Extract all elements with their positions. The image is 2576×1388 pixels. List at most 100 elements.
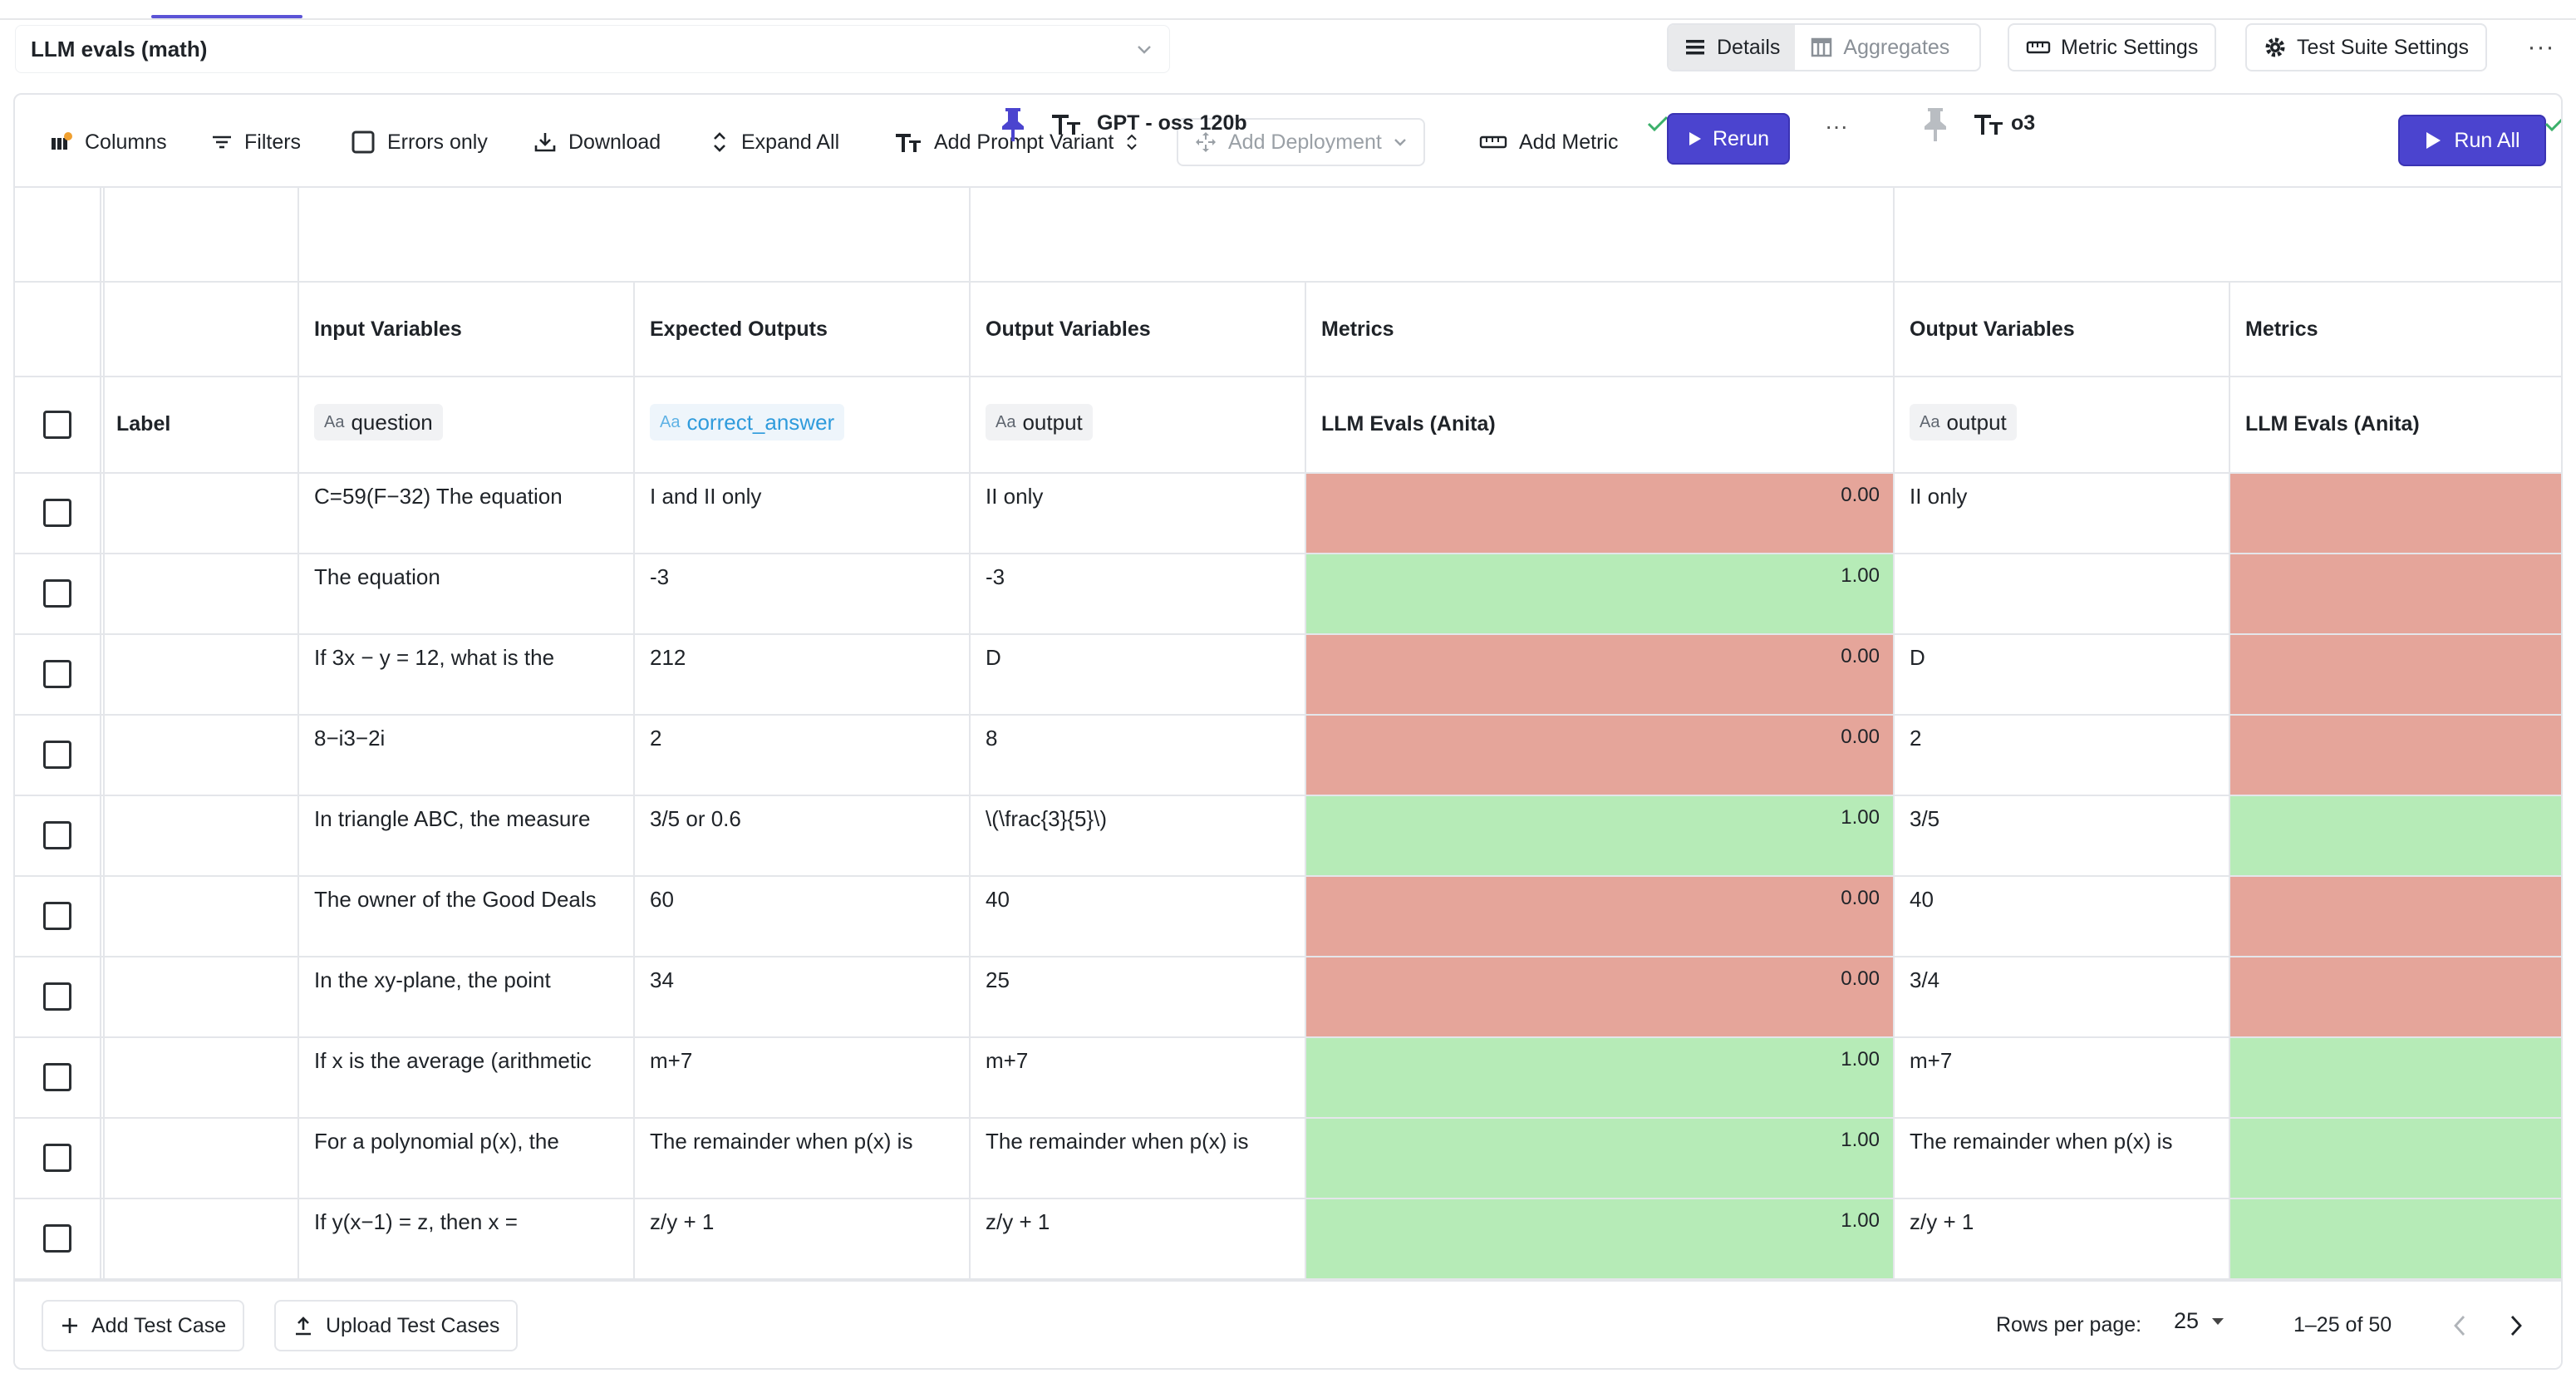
next-page-icon[interactable]	[2505, 1313, 2526, 1338]
metric-cell[interactable]: 1.00	[1306, 554, 1893, 633]
metric-score: 1.00	[1841, 806, 1880, 829]
prev-page-icon[interactable]	[2450, 1313, 2471, 1338]
errors-only-toggle[interactable]: Errors only	[351, 118, 488, 166]
metric-cell[interactable]: 1.00	[1306, 1119, 1893, 1198]
expected-cell[interactable]: I and II only	[650, 484, 762, 509]
expected-cell[interactable]: 34	[650, 967, 674, 992]
output-cell[interactable]: 3/5	[1910, 806, 1940, 831]
output-cell[interactable]: 40	[1910, 887, 1934, 912]
variable-chip[interactable]: Aa correct_answer	[650, 404, 845, 441]
row-checkbox[interactable]	[43, 982, 71, 1011]
aggregates-view-button[interactable]: Aggregates	[1795, 25, 1964, 70]
question-cell[interactable]: For a polynomial p(x), the	[314, 1129, 559, 1154]
run-all-button[interactable]: Run All	[2398, 115, 2546, 166]
output-cell[interactable]: 3/4	[1910, 967, 1940, 992]
add-prompt-variant-button[interactable]: Add Prompt Variant	[894, 118, 1138, 166]
add-test-case-button[interactable]: Add Test Case	[42, 1300, 245, 1351]
variant-more-icon[interactable]: ···	[1825, 113, 1848, 139]
expected-cell[interactable]: z/y + 1	[650, 1209, 715, 1234]
expected-cell[interactable]: 212	[650, 645, 686, 670]
metric-cell[interactable]	[2230, 1119, 2561, 1198]
expected-cell[interactable]: m+7	[650, 1048, 693, 1073]
variable-chip[interactable]: Aa output	[1910, 404, 2017, 441]
metric-cell[interactable]: 0.00	[1306, 635, 1893, 714]
row-checkbox[interactable]	[43, 741, 71, 769]
test-suite-settings-button[interactable]: Test Suite Settings	[2245, 23, 2488, 71]
metric-cell[interactable]: 0.00	[1306, 877, 1893, 956]
metric-cell[interactable]	[2230, 635, 2561, 714]
question-cell[interactable]: If y(x−1) = z, then x =	[314, 1209, 518, 1234]
question-cell[interactable]: C=59(F−32) The equation	[314, 484, 563, 509]
add-deployment-button[interactable]: Add Deployment	[1177, 118, 1425, 166]
metric-cell[interactable]: 0.00	[1306, 716, 1893, 795]
output-cell[interactable]: m+7	[986, 1048, 1029, 1073]
output-cell[interactable]: 2	[1910, 726, 1922, 751]
output-cell[interactable]: The remainder when p(x) is	[1910, 1129, 2173, 1154]
output-cell[interactable]: II only	[986, 484, 1044, 509]
question-cell[interactable]: 8−i3−2i	[314, 726, 386, 751]
metric-cell[interactable]	[2230, 877, 2561, 956]
expected-cell[interactable]: 2	[650, 726, 662, 751]
metric-cell[interactable]	[2230, 1199, 2561, 1278]
metric-cell[interactable]: 0.00	[1306, 957, 1893, 1036]
metric-cell[interactable]: 1.00	[1306, 1199, 1893, 1278]
row-checkbox[interactable]	[43, 579, 71, 608]
pin-icon[interactable]	[999, 106, 1027, 143]
output-cell[interactable]: z/y + 1	[1910, 1209, 1974, 1234]
details-view-button[interactable]: Details	[1669, 25, 1796, 70]
output-cell[interactable]: 40	[986, 887, 1010, 912]
output-cell[interactable]: D	[1910, 645, 1925, 670]
metric-settings-button[interactable]: Metric Settings	[2008, 23, 2217, 71]
download-button[interactable]: Download	[533, 118, 661, 166]
question-cell[interactable]: In triangle ABC, the measure	[314, 806, 591, 831]
output-cell[interactable]: m+7	[1910, 1048, 1953, 1073]
row-checkbox[interactable]	[43, 660, 71, 688]
question-cell[interactable]: The owner of the Good Deals	[314, 887, 597, 912]
metric-cell[interactable]	[2230, 796, 2561, 875]
output-cell[interactable]: z/y + 1	[986, 1209, 1050, 1234]
more-options-icon[interactable]: ···	[2527, 33, 2555, 61]
add-metric-button[interactable]: Add Metric	[1479, 118, 1618, 166]
expand-all-button[interactable]: Expand All	[710, 118, 839, 166]
pin-icon[interactable]	[1921, 106, 1949, 143]
metric-cell[interactable]	[2230, 957, 2561, 1036]
output-cell[interactable]: 25	[986, 967, 1010, 992]
row-checkbox[interactable]	[43, 821, 71, 849]
question-cell[interactable]: In the xy-plane, the point	[314, 967, 551, 992]
expected-cell[interactable]: -3	[650, 564, 670, 589]
metric-cell[interactable]	[2230, 474, 2561, 553]
metric-cell[interactable]: 0.00	[1306, 474, 1893, 553]
output-cell[interactable]: II only	[1910, 484, 1968, 509]
row-checkbox[interactable]	[43, 1224, 71, 1253]
row-checkbox[interactable]	[43, 1144, 71, 1172]
rerun-button[interactable]: Rerun	[1667, 113, 1790, 165]
metric-cell[interactable]: 1.00	[1306, 1038, 1893, 1117]
output-cell[interactable]: 8	[986, 726, 998, 751]
expected-cell[interactable]: 60	[650, 887, 674, 912]
columns-button[interactable]: Columns	[50, 118, 167, 166]
metric-cell[interactable]	[2230, 554, 2561, 633]
output-cell[interactable]: The remainder when p(x) is	[986, 1129, 1249, 1154]
variable-chip[interactable]: Aa question	[314, 404, 443, 441]
row-checkbox[interactable]	[43, 1063, 71, 1091]
question-cell[interactable]: If x is the average (arithmetic	[314, 1048, 592, 1073]
question-cell[interactable]: The equation	[314, 564, 440, 589]
metric-cell[interactable]	[2230, 716, 2561, 795]
variable-chip[interactable]: Aa output	[986, 404, 1093, 441]
expected-cell[interactable]: The remainder when p(x) is	[650, 1129, 913, 1154]
output-cell[interactable]: \(\frac{3}{5}\)	[986, 806, 1107, 831]
rows-per-page-select[interactable]: 25	[2174, 1308, 2225, 1334]
metric-cell[interactable]	[2230, 1038, 2561, 1117]
metric-cell[interactable]: 1.00	[1306, 796, 1893, 875]
test-suite-selector[interactable]: LLM evals (math)	[15, 25, 1170, 73]
output-cell[interactable]: D	[986, 645, 1001, 670]
expected-cell[interactable]: 3/5 or 0.6	[650, 806, 741, 831]
upload-test-cases-button[interactable]: Upload Test Cases	[274, 1300, 519, 1351]
question-cell[interactable]: If 3x − y = 12, what is the	[314, 645, 555, 670]
filters-button[interactable]: Filters	[211, 118, 301, 166]
row-checkbox[interactable]	[43, 499, 71, 527]
select-all-checkbox[interactable]	[43, 411, 71, 439]
row-checkbox[interactable]	[43, 902, 71, 930]
columns-label: Columns	[85, 130, 167, 154]
output-cell[interactable]: -3	[986, 564, 1005, 589]
